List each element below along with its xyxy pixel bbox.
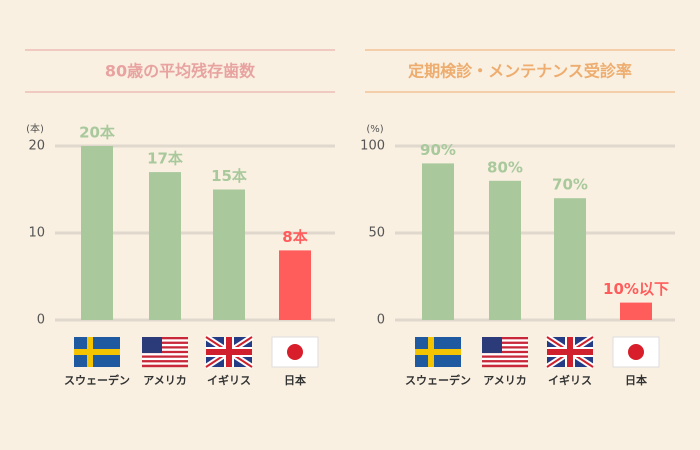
flag-stripe — [142, 343, 188, 347]
x-tick-label: イギリス — [548, 373, 592, 387]
y-tick-label: 0 — [37, 313, 45, 328]
flag-stripe — [482, 341, 528, 345]
flag-stripe — [482, 357, 528, 361]
flag-cross — [74, 349, 120, 355]
flag-stripe — [482, 364, 528, 368]
x-tick-label: スウェーデン — [405, 373, 471, 387]
flag-stripe — [142, 346, 188, 349]
flag-stripe — [142, 362, 188, 365]
chart-title: 定期検診・メンテナンス受診率 — [407, 62, 632, 81]
bar — [489, 180, 521, 320]
value-label: 70% — [552, 176, 588, 194]
bar — [279, 250, 311, 320]
bar — [81, 146, 113, 320]
y-axis-label: (本) — [26, 122, 44, 135]
flag-stripe — [482, 360, 528, 363]
flag-stripe — [142, 353, 188, 356]
flag-stripe — [142, 355, 188, 358]
flag-sun — [628, 344, 644, 360]
y-tick-label: 0 — [377, 313, 385, 328]
flag — [612, 336, 660, 368]
flag-cross — [567, 337, 573, 367]
bar — [213, 189, 245, 320]
flag-stripe — [142, 339, 188, 342]
flag-stripe — [482, 355, 528, 358]
flag — [204, 334, 254, 370]
flag-stripe — [142, 350, 188, 354]
flag-stripe — [482, 362, 528, 365]
flag-stripe — [482, 343, 528, 347]
flag-stripe — [142, 341, 188, 345]
x-tick-label: アメリカ — [483, 374, 526, 387]
flag-stripe — [482, 350, 528, 354]
flag-stripe — [142, 348, 188, 352]
flag — [415, 337, 461, 367]
y-tick-label: 10 — [28, 226, 45, 241]
value-label: 90% — [420, 141, 456, 159]
bar — [422, 163, 454, 320]
x-tick-label: スウェーデン — [64, 373, 130, 387]
flag-canton — [482, 337, 502, 353]
bar — [554, 198, 586, 320]
x-tick-label: アメリカ — [143, 374, 186, 387]
flag-stripe — [482, 353, 528, 356]
value-label: 17本 — [147, 150, 183, 168]
flag-stripe — [142, 357, 188, 361]
flag — [482, 337, 528, 368]
flag-stripe — [482, 339, 528, 342]
x-tick-label: 日本 — [625, 373, 647, 387]
bar — [620, 302, 652, 320]
value-label: 10%以下 — [603, 280, 669, 298]
flag-stripe — [142, 337, 188, 340]
flag-cross — [226, 337, 232, 367]
chart-title: 80歳の平均残存歯数 — [105, 62, 256, 81]
x-tick-label: イギリス — [207, 373, 251, 387]
flag-stripe — [482, 348, 528, 352]
y-tick-label: 50 — [368, 226, 385, 241]
bar — [149, 172, 181, 320]
flag — [545, 334, 595, 370]
flag-stripe — [142, 364, 188, 368]
value-label: 80% — [487, 158, 523, 176]
value-label: 8本 — [282, 228, 307, 246]
flag-sun — [287, 344, 303, 360]
flag-stripe — [482, 346, 528, 349]
flag-cross — [428, 337, 434, 367]
flag-cross — [415, 349, 461, 355]
value-label: 15本 — [211, 167, 247, 185]
flag — [74, 337, 120, 367]
flag-canton — [142, 337, 162, 353]
flag — [271, 336, 319, 368]
flag — [142, 337, 188, 368]
y-axis-label: (%) — [366, 124, 383, 135]
flag-stripe — [482, 337, 528, 340]
y-tick-label: 100 — [360, 139, 385, 154]
flag-stripe — [142, 360, 188, 363]
x-tick-label: 日本 — [284, 373, 306, 387]
flag-cross — [87, 337, 93, 367]
value-label: 20本 — [79, 124, 115, 142]
y-tick-label: 20 — [28, 139, 45, 154]
